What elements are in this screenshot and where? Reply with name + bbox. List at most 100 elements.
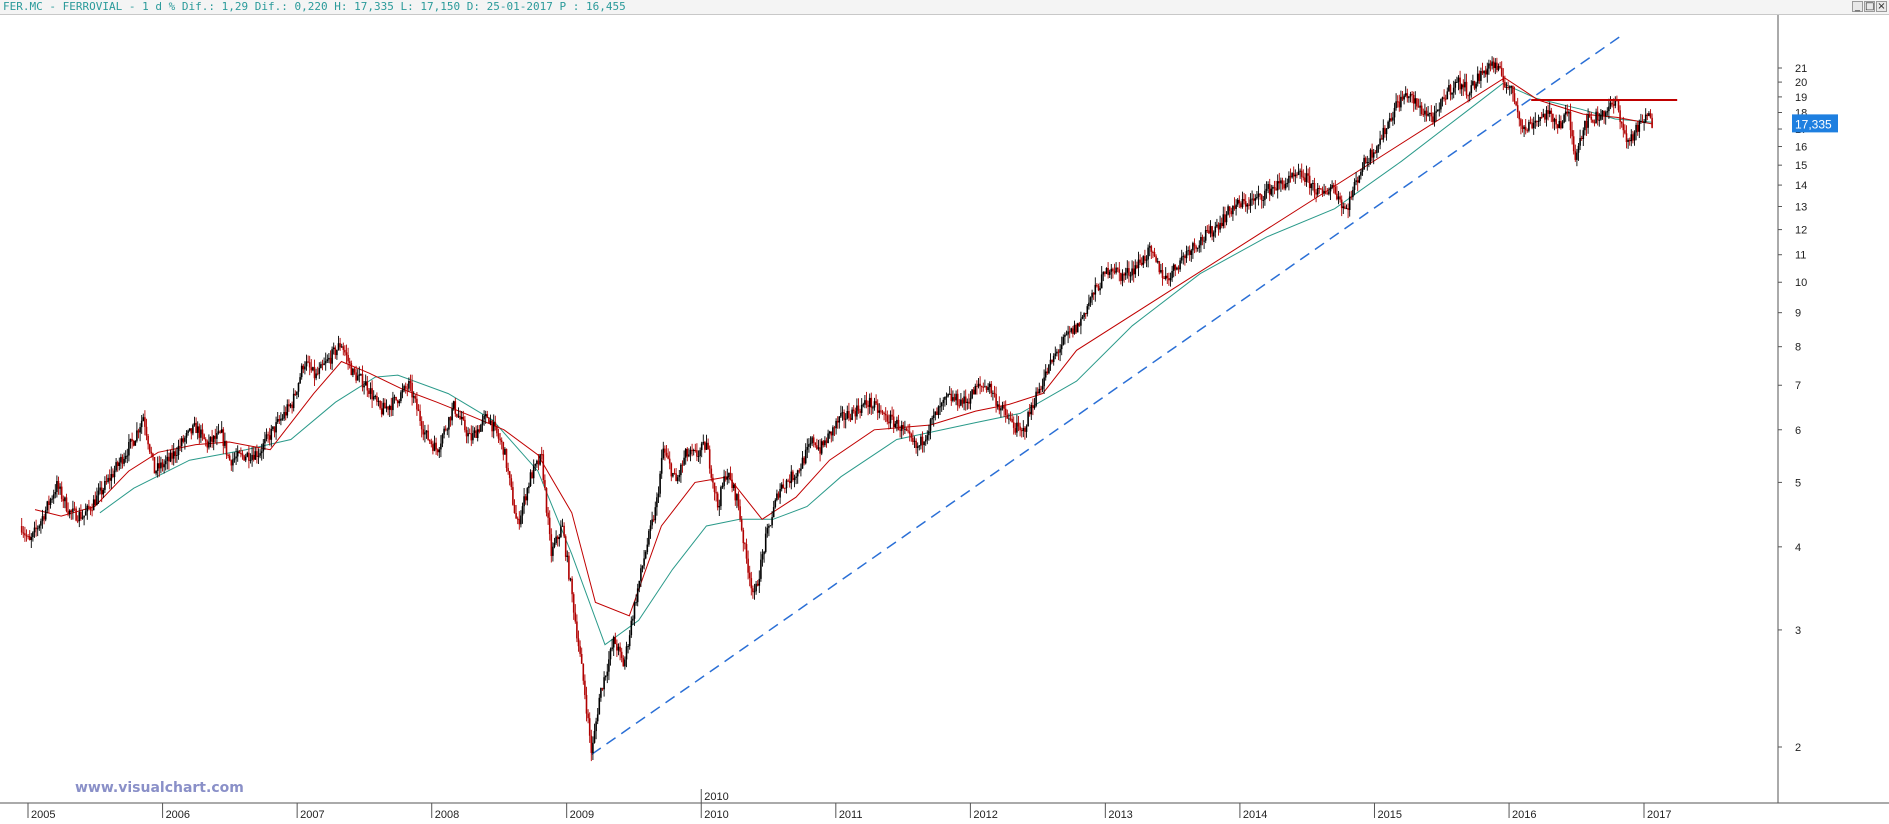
candle-body xyxy=(1419,105,1421,108)
candle-body xyxy=(1539,117,1541,121)
candle-body xyxy=(1388,118,1391,122)
candle-body xyxy=(942,399,945,403)
candle-body xyxy=(1470,85,1473,94)
candle-body xyxy=(1264,190,1266,200)
candle-body xyxy=(1336,193,1338,200)
candle-body xyxy=(670,463,673,477)
candle-body xyxy=(272,426,274,429)
restore-button[interactable]: □ xyxy=(1864,1,1875,12)
candle-body xyxy=(276,419,279,423)
candle-body xyxy=(790,471,793,484)
candle-body xyxy=(1089,297,1092,303)
candle-body xyxy=(1368,162,1370,164)
candle-body xyxy=(142,417,145,421)
candle-body xyxy=(926,435,929,440)
candle-body xyxy=(1617,100,1620,111)
candle-body xyxy=(1131,268,1133,276)
minimize-button[interactable]: _ xyxy=(1852,1,1863,12)
candle-body xyxy=(876,403,879,413)
candle-body xyxy=(1601,110,1604,116)
candle-body xyxy=(1100,274,1103,289)
candle-body xyxy=(1561,122,1564,129)
candle-body xyxy=(1235,204,1237,209)
candle-body xyxy=(438,449,441,453)
candle-body xyxy=(78,511,81,522)
x-tick-label: 2010 xyxy=(704,809,728,821)
candle-body xyxy=(499,438,501,441)
candle-body xyxy=(1091,292,1093,298)
candle-body xyxy=(766,527,769,534)
candle-body xyxy=(102,489,105,495)
candle-body xyxy=(497,433,500,439)
close-button[interactable]: × xyxy=(1876,1,1887,12)
candle-body xyxy=(1068,331,1071,333)
candle-body xyxy=(1092,292,1095,295)
candle-body xyxy=(793,478,796,480)
candle-body xyxy=(1331,185,1333,188)
candle-body xyxy=(1627,140,1629,142)
price-axis[interactable]: 23456789101112131415161718192021 xyxy=(1778,63,1807,754)
candle-body xyxy=(145,426,148,436)
candle-body xyxy=(878,410,881,413)
candle-body xyxy=(1508,87,1511,89)
candle-body xyxy=(1232,205,1234,215)
candle-body xyxy=(1414,98,1417,104)
candle-body xyxy=(1550,110,1553,114)
candle-body xyxy=(80,511,82,519)
candle-body xyxy=(854,411,857,417)
date-axis[interactable]: 2005 2006 2007 2008 2009 2010 2011 2012 2013 2014… xyxy=(27,789,1671,821)
candle-body xyxy=(137,430,140,433)
candle-body xyxy=(1227,206,1229,215)
candle-body xyxy=(641,565,644,569)
candle-body xyxy=(144,417,146,427)
candle-body xyxy=(1379,138,1381,145)
candle-body xyxy=(1628,140,1631,142)
x-tick-label: 2012 xyxy=(973,809,997,821)
candle-body xyxy=(1224,214,1226,223)
candle-body xyxy=(1489,63,1492,66)
candle-body xyxy=(420,421,423,430)
candle-body xyxy=(1472,81,1474,86)
candle-body xyxy=(832,427,834,436)
candle-body xyxy=(987,387,989,390)
candle-body xyxy=(819,447,821,454)
candle-body xyxy=(99,487,101,491)
candle-body xyxy=(572,594,575,613)
candle-body xyxy=(406,388,409,390)
candle-body xyxy=(1124,272,1127,276)
candle-body xyxy=(646,544,649,552)
candle-body xyxy=(960,399,962,406)
candle-body xyxy=(148,444,151,452)
candle-body xyxy=(204,439,207,442)
candle-body xyxy=(1214,226,1217,233)
candle-body xyxy=(729,472,732,480)
candle-body xyxy=(707,442,709,450)
candle-body xyxy=(1228,206,1231,211)
candle-body xyxy=(240,453,242,454)
high-label: H: xyxy=(334,0,348,13)
candle-body xyxy=(1574,151,1577,160)
candle-body xyxy=(1139,259,1141,263)
candle-body xyxy=(1464,81,1466,88)
candle-body xyxy=(1262,200,1265,201)
candle-body xyxy=(838,416,841,423)
candle-body xyxy=(1116,267,1119,270)
candle-body xyxy=(1137,259,1140,268)
candle-body xyxy=(1080,318,1082,326)
candle-body xyxy=(1324,191,1327,194)
candle-body xyxy=(208,441,210,448)
candle-body xyxy=(856,405,858,417)
candle-body xyxy=(1211,226,1213,237)
candle-body xyxy=(721,485,724,488)
candle-body xyxy=(113,470,116,478)
candle-body xyxy=(1108,271,1111,275)
candle-body xyxy=(521,506,524,516)
candle-body xyxy=(756,583,759,586)
candle-body xyxy=(121,456,124,464)
candle-body xyxy=(57,481,60,489)
candle-body xyxy=(328,357,330,360)
candle-body xyxy=(681,464,684,466)
candle-body xyxy=(310,367,313,371)
candle-body xyxy=(94,499,97,505)
